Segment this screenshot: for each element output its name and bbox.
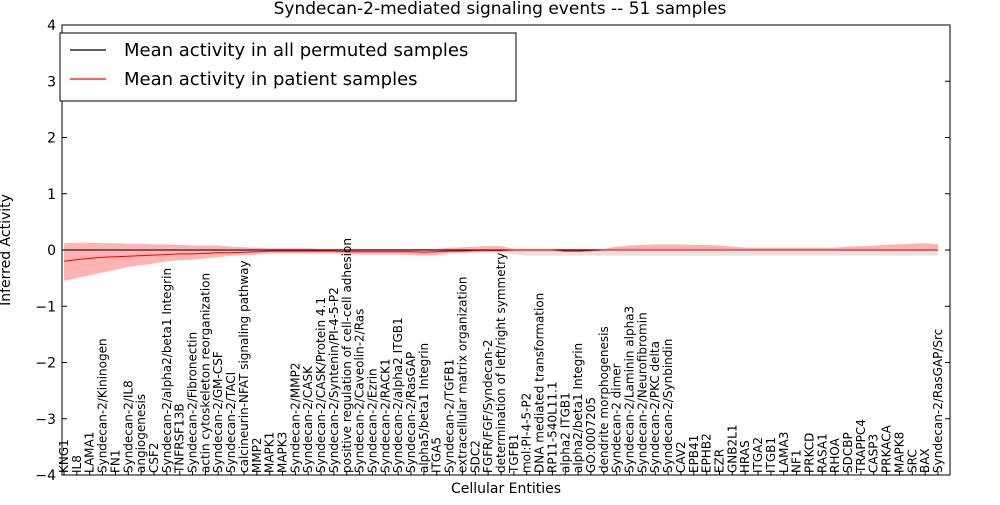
series-line-patient: [63, 249, 938, 262]
entity-label: RASA1: [815, 433, 829, 473]
entity-label: EZR: [713, 449, 727, 473]
entity-label: alpha2/beta1 Integrin: [571, 343, 585, 473]
entity-label: TRAPPC4: [854, 419, 868, 474]
entity-label: RHOA: [828, 437, 842, 473]
y-tick-label: −3: [35, 412, 56, 428]
chart-title: Syndecan-2-mediated signaling events -- …: [274, 0, 727, 19]
y-tick-label: 4: [47, 18, 56, 34]
entity-label: LAMA1: [83, 432, 97, 473]
y-tick-label: 2: [47, 131, 56, 147]
entity-label: angiogenesis: [134, 394, 148, 473]
entity-label: Syndecan-2/GM-CSF: [211, 351, 225, 473]
entity-label: mol:PI-4-5-P2: [520, 393, 534, 473]
entity-label: CAV2: [674, 441, 688, 473]
entity-label: Syndecan-2/Ezrin: [365, 368, 379, 473]
legend-label-patient: Mean activity in patient samples: [124, 69, 418, 90]
entity-label: calcineurin-NFAT signaling pathway: [237, 260, 251, 473]
entity-label: IL8: [70, 455, 84, 473]
entity-label: Syndecan-2/CASK/Protein 4.1: [314, 297, 328, 473]
entity-label: Syndecan-2/Fibronectin: [186, 332, 200, 473]
entity-label: Syndecan-2/Laminin alpha3: [623, 306, 637, 473]
y-tick-label: 1: [47, 187, 56, 203]
band-patient: [64, 242, 938, 281]
x-axis-label: Cellular Entities: [451, 481, 561, 497]
entity-label: dendrite morphogenesis: [597, 326, 611, 473]
entity-labels: KNG1IL8LAMA1Syndecan-2/KininogenFN1Synde…: [57, 238, 945, 475]
y-tick-label: −1: [35, 299, 56, 315]
entity-label: MAPK8: [892, 432, 906, 473]
y-tick-label: 0: [47, 243, 56, 259]
entity-label: Syndecan-2/Syntenin/PI-4-5-P2: [327, 287, 341, 473]
entity-label: Syndecan-2/TGFB1: [443, 359, 457, 473]
legend: Mean activity in all permuted samples Me…: [59, 32, 517, 102]
entity-label: GNB2L1: [725, 425, 739, 473]
entity-label: LAMA3: [777, 432, 791, 473]
legend-label-permuted: Mean activity in all permuted samples: [124, 40, 468, 61]
entity-label: CSF2: [147, 442, 161, 473]
entity-label: Syndecan-2/TACI: [224, 372, 238, 473]
entity-label: HRAS: [738, 440, 752, 473]
entity-label: alpha5/beta1 Integrin: [417, 343, 431, 473]
entity-label: Syndecan-2/Synbindin: [661, 339, 675, 473]
entity-label: EPB41: [687, 435, 701, 473]
entity-label: ITGA5: [430, 437, 444, 473]
entity-label: Syndecan-2/RACK1: [378, 358, 392, 473]
entity-label: Syndecan-2/MMP2: [288, 363, 302, 473]
entity-label: EPHB2: [700, 433, 714, 473]
entity-label: SRC: [905, 449, 919, 473]
entity-label: DNA mediated transformation: [533, 293, 547, 473]
entity-label: extracellular matrix organization: [455, 277, 469, 474]
entity-label: MAPK1: [263, 432, 277, 473]
entity-label: actin cytoskeleton reorganization: [198, 273, 212, 473]
entity-label: Syndecan-2/alpha2/beta1 Integrin: [160, 268, 174, 473]
entity-label: PRKCD: [802, 433, 816, 473]
entity-label: BAX: [918, 448, 932, 473]
entity-label: Syndecan-2/Neurofibromin: [635, 312, 649, 473]
entity-label: ITGA2: [751, 437, 765, 473]
entity-label: RP11-540L11.1: [545, 382, 559, 473]
entity-label: Syndecan-2/Kininogen: [96, 338, 110, 473]
entity-label: Syndecan-2/RasGAP: [404, 352, 418, 473]
entity-label: Syndecan-2/IL8: [121, 380, 135, 473]
y-tick-label: 3: [47, 74, 56, 90]
entity-label: GO:0007205: [584, 397, 598, 473]
y-axis-label: Inferred Activity: [0, 194, 14, 306]
entity-label: ITGB1: [764, 437, 778, 473]
entity-label: CASP3: [867, 434, 881, 473]
entity-label: Syndecan-2/RasGAP/Src: [931, 329, 945, 473]
entity-label: NF1: [790, 449, 804, 473]
entity-label: KNG1: [57, 439, 71, 473]
entity-label: TNFRSF13B: [173, 403, 187, 474]
entity-label: Syndecan-2/PKC delta: [648, 341, 662, 473]
entity-label: TGFB1: [507, 434, 521, 474]
entity-label: Syndecan-2/Caveolin-2/Ras: [353, 309, 367, 473]
entity-label: PRKACA: [880, 424, 894, 473]
plot-area: [63, 242, 938, 281]
y-tick-label: −4: [35, 468, 56, 484]
entity-label: SDCBP: [841, 432, 855, 473]
entity-label: positive regulation of cell-cell adhesio…: [340, 238, 354, 473]
entity-label: FGFR/FGF/Syndecan-2: [481, 340, 495, 473]
entity-label: Syndecan-2 dimer: [610, 363, 624, 473]
entity-label: determination of left/right symmetry: [494, 253, 508, 473]
entity-label: Syndecan-2/alpha2 ITGB1: [391, 317, 405, 473]
entity-label: MMP2: [250, 437, 264, 473]
y-tick-label: −2: [35, 356, 56, 372]
entity-label: FN1: [108, 449, 122, 473]
entity-label: MAPK3: [276, 432, 290, 473]
entity-label: alpha2 ITGB1: [558, 392, 572, 473]
entity-label: Syndecan-2/CASK: [301, 365, 315, 473]
entity-label: SDC2: [468, 440, 482, 473]
legend-box: [59, 32, 517, 102]
y-axis-ticks: 4 3 2 1 0 −1 −2 −3 −4: [35, 18, 950, 484]
